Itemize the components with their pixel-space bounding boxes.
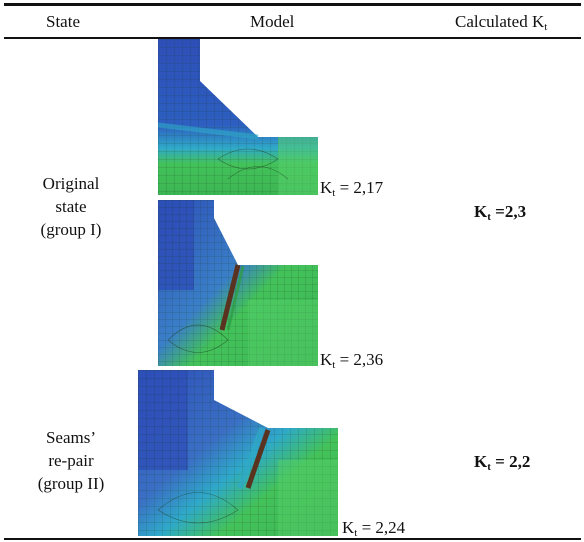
header-calculated: Calculated Kt (455, 12, 548, 33)
state-line: Original (42, 174, 100, 193)
state-line: (group II) (37, 474, 105, 493)
table-top-rule (4, 3, 581, 6)
table-header-rule (4, 37, 581, 39)
state-cell-group-2: Seams’ re-pair (group II) (6, 426, 136, 495)
state-line: Seams’ (45, 428, 97, 447)
model-kt-label-3: Kt = 2,24 (342, 518, 406, 539)
header-model: Model (250, 12, 295, 31)
fe-mesh-image (138, 370, 338, 536)
state-line: re-pair (48, 451, 94, 470)
model-kt-label-1: Kt = 2,17 (320, 178, 384, 199)
fe-model-figure-3 (138, 370, 338, 536)
calculated-kt-group-1: Kt =2,3 (474, 202, 527, 223)
state-line: (group I) (40, 220, 102, 239)
table-bottom-rule (4, 538, 581, 540)
state-cell-group-1: Original state (group I) (6, 172, 136, 241)
fe-model-figure-2 (158, 200, 318, 366)
fe-mesh-image (158, 39, 318, 195)
model-kt-label-2: Kt = 2,36 (320, 350, 384, 371)
fe-model-figure-1 (158, 39, 318, 195)
state-line: state (55, 197, 87, 216)
fe-mesh-image (158, 200, 318, 366)
header-state: State (46, 12, 80, 31)
calculated-kt-group-2: Kt = 2,2 (474, 452, 531, 473)
